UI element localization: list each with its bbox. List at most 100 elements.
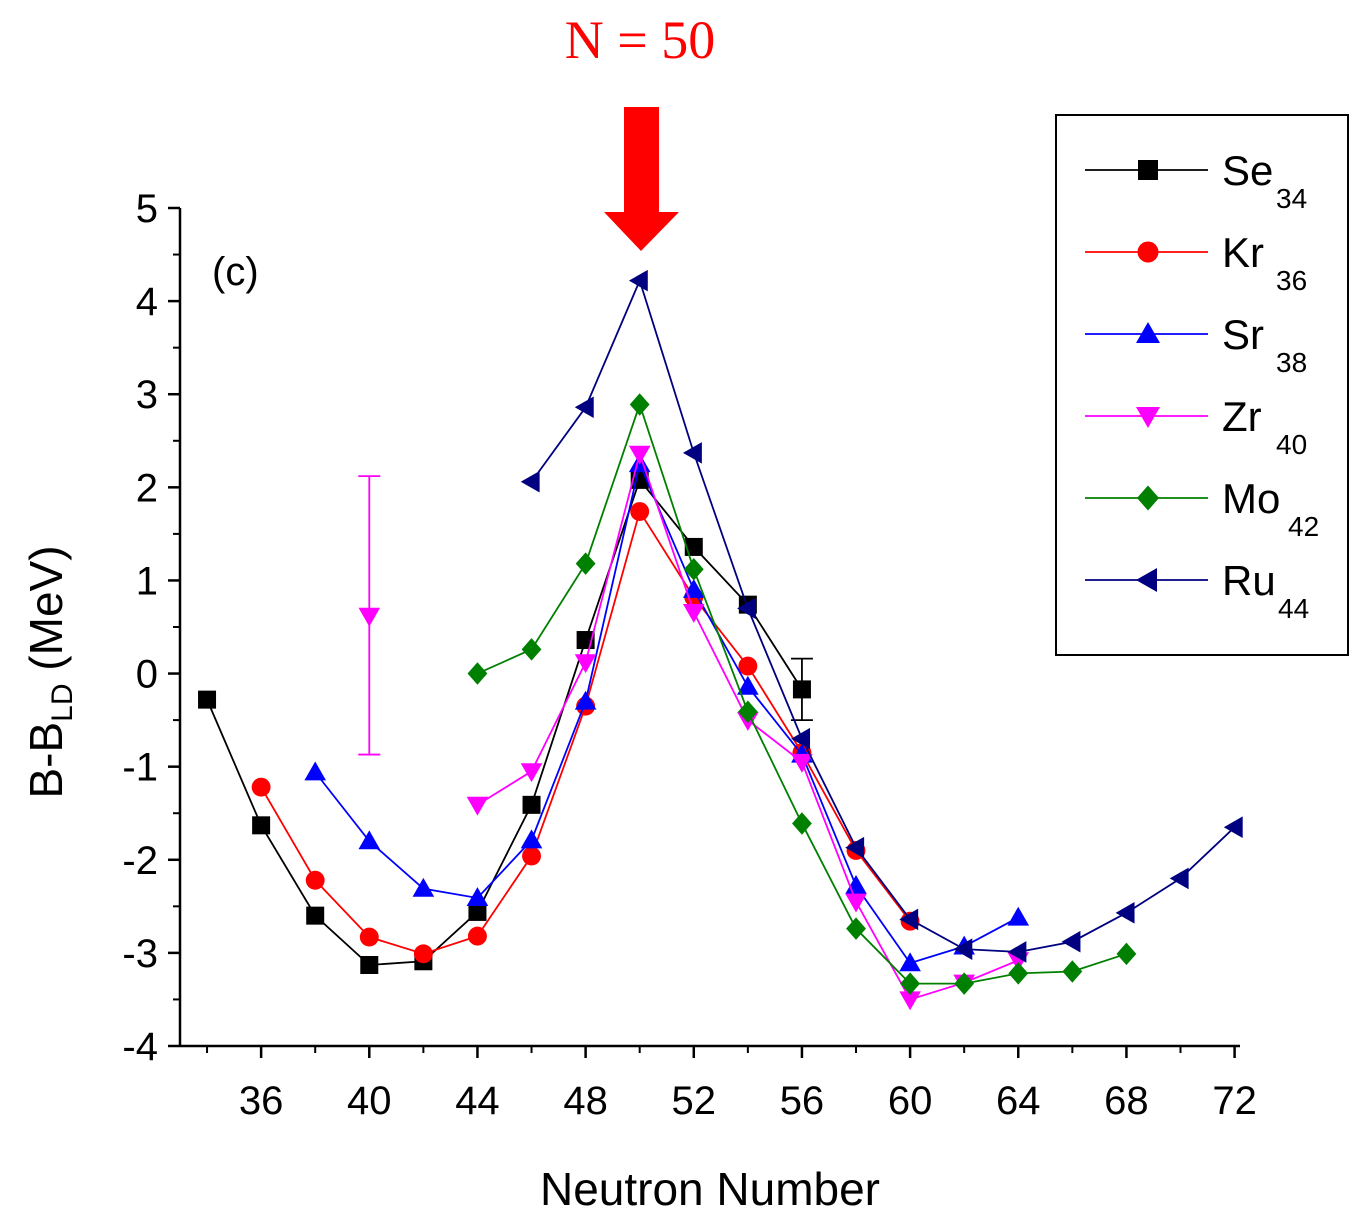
data-point bbox=[413, 944, 433, 964]
annotation-arrow bbox=[604, 107, 679, 251]
data-point bbox=[520, 470, 540, 493]
legend-item-zr: Zr 40 bbox=[1085, 393, 1307, 460]
y-tick-label: 3 bbox=[136, 373, 158, 417]
data-point bbox=[1061, 930, 1081, 953]
y-tick-label: 5 bbox=[136, 187, 158, 231]
y-tick-label: 0 bbox=[136, 653, 158, 697]
data-point bbox=[1007, 941, 1027, 963]
data-point bbox=[684, 537, 703, 556]
data-point bbox=[953, 938, 973, 960]
data-point bbox=[521, 638, 542, 661]
data-point bbox=[1115, 902, 1135, 924]
data-point bbox=[574, 396, 594, 419]
data-point bbox=[682, 604, 705, 623]
data-point bbox=[1008, 962, 1029, 985]
data-point bbox=[900, 972, 921, 995]
legend-label: Mo bbox=[1222, 475, 1280, 522]
data-point bbox=[574, 654, 597, 674]
data-point bbox=[791, 753, 813, 773]
data-point bbox=[846, 917, 866, 940]
legend-label: Kr bbox=[1222, 229, 1264, 276]
legend-item-kr: Kr 36 bbox=[1085, 229, 1307, 296]
data-point bbox=[954, 972, 975, 995]
data-point bbox=[682, 578, 705, 598]
data-point bbox=[737, 675, 759, 695]
data-point bbox=[792, 812, 812, 835]
y-tick-label: -4 bbox=[122, 1025, 158, 1069]
data-point bbox=[1007, 906, 1030, 926]
data-point bbox=[737, 700, 758, 723]
panel-label: (c) bbox=[212, 250, 259, 294]
y-axis-ticks: -4 -3 -2 -1 0 1 2 3 4 5 bbox=[122, 187, 180, 1069]
data-point bbox=[412, 877, 435, 897]
x-tick-label: 60 bbox=[888, 1079, 933, 1123]
data-point bbox=[468, 902, 487, 921]
x-tick-label: 44 bbox=[455, 1079, 500, 1123]
series-ru bbox=[520, 269, 1243, 963]
annotation-label: N = 50 bbox=[565, 10, 715, 70]
legend-item-mo: Mo 42 bbox=[1085, 475, 1319, 542]
legend-marker bbox=[1136, 568, 1157, 592]
data-point bbox=[251, 777, 271, 797]
series-line bbox=[260, 509, 911, 955]
data-point bbox=[360, 955, 379, 974]
y-tick-label: 1 bbox=[136, 559, 158, 603]
legend-marker bbox=[1137, 485, 1159, 511]
data-point bbox=[630, 502, 650, 521]
data-point bbox=[845, 893, 867, 913]
x-tick-label: 36 bbox=[239, 1079, 284, 1123]
y-axis-title: B-BLD (MeV) bbox=[20, 545, 79, 798]
data-point bbox=[1169, 867, 1189, 890]
y-tick-label: 4 bbox=[136, 280, 158, 324]
x-tick-label: 52 bbox=[672, 1079, 717, 1123]
x-axis-title: Neutron Number bbox=[540, 1163, 880, 1215]
legend-label: Zr bbox=[1222, 393, 1262, 440]
x-tick-label: 48 bbox=[563, 1079, 608, 1123]
x-axis-ticks: 36 40 44 48 52 56 60 64 68 72 bbox=[206, 1046, 1257, 1123]
x-tick-label: 56 bbox=[780, 1079, 825, 1123]
series-line bbox=[530, 278, 1236, 953]
x-tick-label: 68 bbox=[1104, 1079, 1149, 1123]
data-point bbox=[522, 795, 541, 814]
data-point bbox=[305, 870, 325, 890]
data-point bbox=[628, 445, 651, 465]
legend-marker bbox=[1137, 241, 1159, 263]
legend-subscript: 36 bbox=[1276, 265, 1307, 296]
data-point bbox=[466, 796, 489, 816]
data-point bbox=[574, 690, 597, 710]
data-point bbox=[575, 552, 596, 575]
legend-subscript: 44 bbox=[1278, 593, 1309, 624]
data-point bbox=[520, 829, 543, 849]
legend-marker bbox=[1136, 322, 1160, 343]
series-line bbox=[206, 478, 803, 966]
series-zr bbox=[358, 445, 1030, 1011]
data-point bbox=[467, 926, 487, 946]
legend-label: Sr bbox=[1222, 311, 1264, 358]
data-point bbox=[198, 690, 217, 709]
legend-label: Se bbox=[1222, 147, 1273, 194]
y-axis-title-subscript: LD bbox=[46, 683, 79, 721]
y-tick-label: -1 bbox=[122, 746, 158, 790]
x-tick-label: 40 bbox=[347, 1079, 392, 1123]
data-point bbox=[467, 662, 488, 685]
data-point bbox=[306, 906, 325, 925]
data-point bbox=[1062, 960, 1083, 983]
x-tick-label: 72 bbox=[1212, 1079, 1257, 1123]
data-point bbox=[358, 607, 381, 627]
data-point bbox=[737, 597, 756, 620]
data-point bbox=[791, 727, 811, 750]
y-tick-label: -2 bbox=[122, 839, 158, 883]
data-point bbox=[1223, 816, 1243, 838]
legend-subscript: 40 bbox=[1276, 429, 1307, 460]
data-point bbox=[629, 393, 650, 416]
legend-box bbox=[1055, 114, 1349, 656]
data-point bbox=[1116, 942, 1137, 966]
series-se bbox=[198, 470, 813, 974]
legend-subscript: 34 bbox=[1276, 183, 1307, 214]
legend-subscript: 42 bbox=[1288, 511, 1319, 542]
y-axis-title-main: B-B bbox=[20, 722, 72, 799]
data-point bbox=[899, 952, 921, 972]
